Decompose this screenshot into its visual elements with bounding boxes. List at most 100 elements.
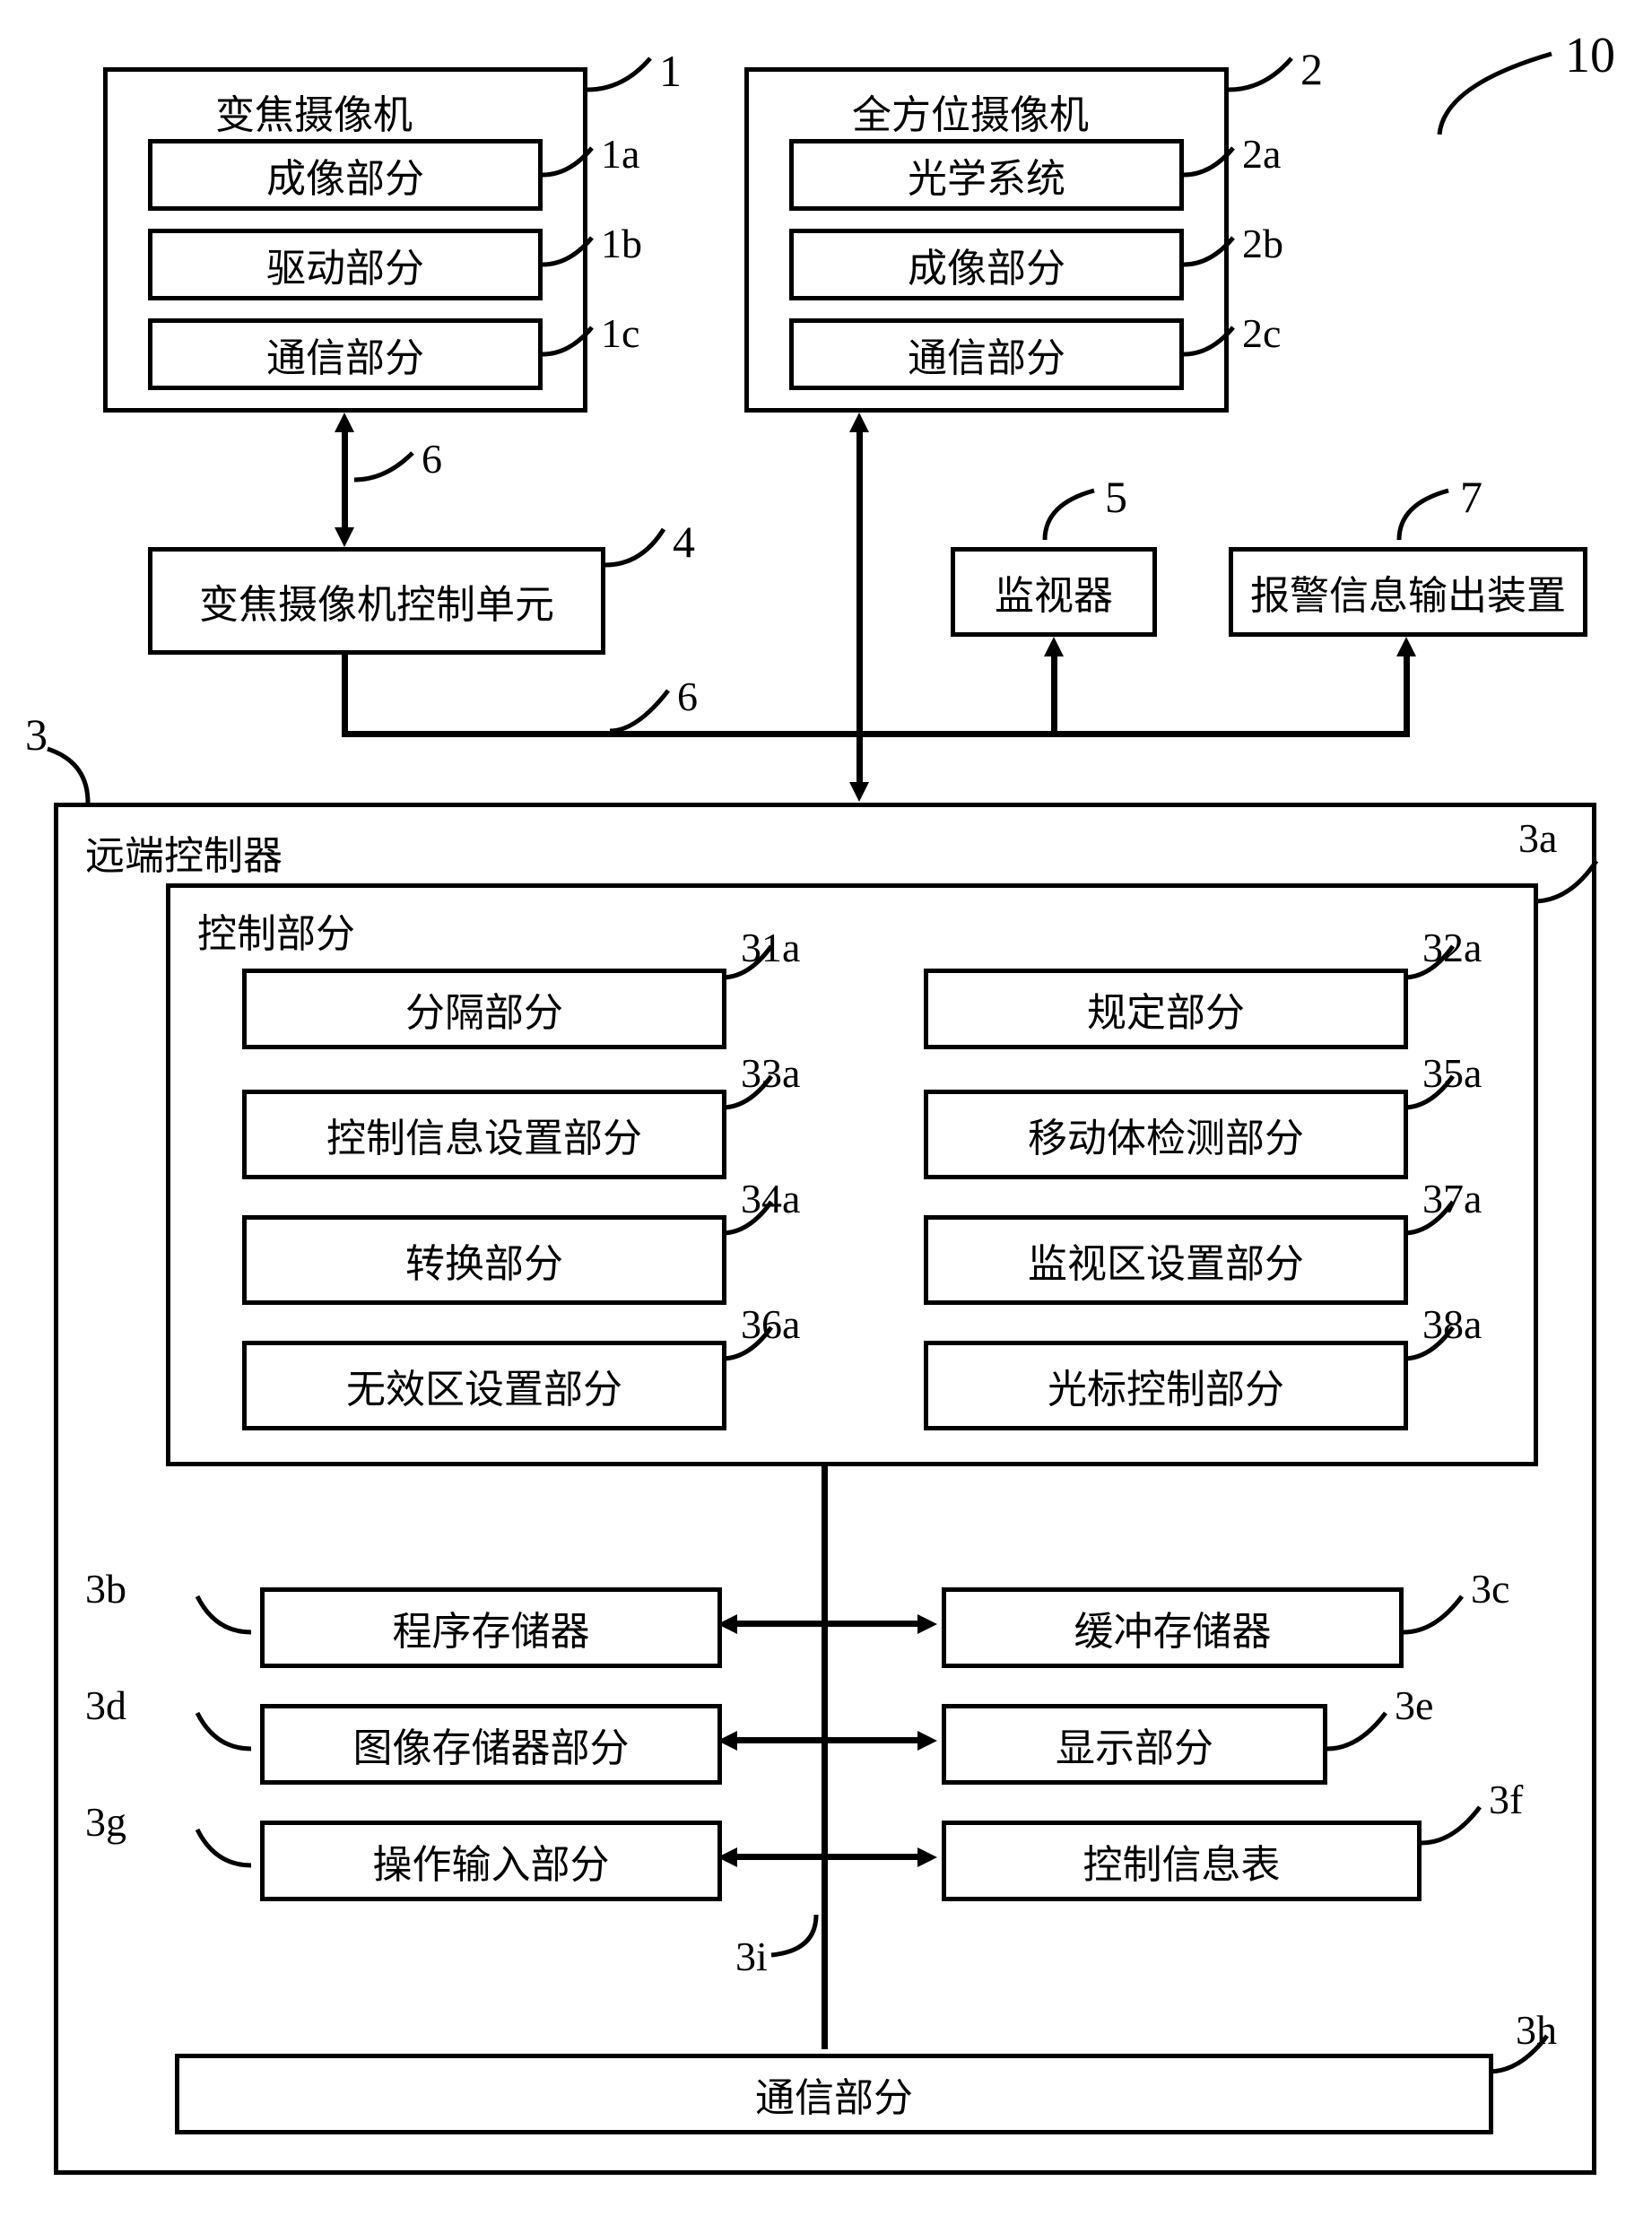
conn-2-bus — [856, 432, 863, 782]
label-6b: 6 — [677, 673, 698, 720]
ah-3b — [717, 1614, 737, 1634]
box-33a: 控制信息设置部分 — [242, 1090, 726, 1179]
ah-3f — [917, 1847, 937, 1867]
label-3h: 3h — [1516, 2006, 1557, 2054]
leader-3 — [43, 744, 97, 807]
camera2-title: 全方位摄像机 — [852, 83, 1089, 140]
ah-3c — [917, 1614, 937, 1634]
label-1c: 1c — [601, 309, 639, 357]
label-2: 2 — [1300, 43, 1323, 95]
unit4-box: 变焦摄像机控制单元 — [148, 547, 605, 655]
ah-3g — [717, 1847, 737, 1867]
leader-1 — [587, 54, 659, 108]
leader-5 — [1040, 486, 1099, 544]
conn-3d-3e — [737, 1737, 917, 1743]
conn-4-elbow-h — [342, 731, 859, 737]
ah-2-bus-down — [849, 782, 869, 802]
ah-7-bus-up — [1396, 637, 1416, 656]
leader-3a — [1534, 856, 1601, 910]
label-35a: 35a — [1422, 1049, 1482, 1097]
box-3h: 通信部分 — [175, 2054, 1493, 2134]
label-37a: 37a — [1422, 1175, 1482, 1222]
label-34a: 34a — [741, 1175, 800, 1222]
box-3d: 图像存储器部分 — [260, 1704, 722, 1785]
leader-2c — [1184, 323, 1238, 368]
label-3f: 3f — [1489, 1776, 1523, 1823]
conn-4-elbow-v — [342, 655, 348, 735]
box-32a: 规定部分 — [924, 969, 1408, 1049]
leader-4 — [605, 525, 668, 578]
leader-1a — [543, 143, 596, 188]
camera2-c: 通信部分 — [789, 318, 1184, 390]
leader-3i — [767, 1910, 821, 1960]
leader-3e — [1327, 1708, 1390, 1758]
label-1b: 1b — [601, 220, 642, 267]
ah-5-bus-up — [1044, 637, 1064, 656]
label-1: 1 — [659, 45, 682, 97]
label-3a: 3a — [1518, 814, 1557, 862]
box-35a: 移动体检测部分 — [924, 1090, 1408, 1179]
conn-7-bus — [1404, 656, 1410, 735]
leader-3f — [1422, 1803, 1484, 1852]
label-31a: 31a — [741, 924, 800, 971]
leader-6a — [354, 448, 417, 493]
leader-2 — [1229, 54, 1300, 108]
label-7: 7 — [1460, 471, 1482, 523]
conn-3b-3c — [737, 1621, 917, 1627]
diagram-canvas: 10 变焦摄像机 成像部分 驱动部分 通信部分 1 1a 1b 1c 全方位摄像… — [0, 0, 1652, 2225]
leader-2a — [1184, 143, 1238, 188]
leader-3b — [193, 1592, 256, 1641]
box-31a: 分隔部分 — [242, 969, 726, 1049]
label-4: 4 — [673, 516, 695, 568]
label-3c: 3c — [1471, 1565, 1509, 1612]
box-3c: 缓冲存储器 — [942, 1587, 1404, 1668]
control-title: 控制部分 — [197, 901, 355, 959]
alarm-box: 报警信息输出装置 — [1229, 547, 1587, 637]
camera2-b: 成像部分 — [789, 229, 1184, 300]
ah-3d — [717, 1731, 737, 1751]
camera1-box: 变焦摄像机 成像部分 驱动部分 通信部分 — [103, 67, 587, 413]
label-2c: 2c — [1242, 309, 1281, 357]
label-2b: 2b — [1242, 220, 1283, 267]
box-3g: 操作输入部分 — [260, 1821, 722, 1901]
box-37a: 监视区设置部分 — [924, 1215, 1408, 1305]
label-3b: 3b — [85, 1565, 126, 1612]
label-1a: 1a — [601, 130, 639, 178]
camera2-box: 全方位摄像机 光学系统 成像部分 通信部分 — [744, 67, 1229, 413]
ah-1-4-down — [335, 527, 354, 547]
camera1-a: 成像部分 — [148, 139, 543, 211]
label-2a: 2a — [1242, 130, 1281, 178]
leader-7 — [1395, 486, 1453, 544]
label-6a: 6 — [422, 435, 442, 482]
leader-2b — [1184, 233, 1238, 278]
leader-10 — [1435, 49, 1561, 139]
leader-1b — [543, 233, 596, 278]
label-3: 3 — [25, 708, 48, 760]
conn-3g-3f — [737, 1854, 917, 1860]
camera2-a: 光学系统 — [789, 139, 1184, 211]
leader-6b — [610, 686, 673, 735]
camera1-b: 驱动部分 — [148, 229, 543, 300]
ah-1-4-up — [335, 413, 354, 432]
label-5: 5 — [1105, 471, 1127, 523]
remote-title: 远端控制器 — [85, 823, 283, 881]
bus-3i-v — [822, 1466, 828, 2049]
leader-3c — [1404, 1592, 1466, 1641]
control-box: 控制部分 分隔部分 规定部分 控制信息设置部分 移动体检测部分 转换部分 监视区… — [166, 883, 1538, 1466]
label-3e: 3e — [1395, 1682, 1433, 1729]
ah-2-bus-up — [849, 413, 869, 432]
label-3d: 3d — [85, 1682, 126, 1729]
label-10: 10 — [1565, 27, 1615, 84]
camera1-c: 通信部分 — [148, 318, 543, 390]
label-36a: 36a — [741, 1300, 800, 1348]
conn-1-4 — [342, 432, 348, 527]
monitor-box: 监视器 — [951, 547, 1157, 637]
ah-3e — [917, 1731, 937, 1751]
box-38a: 光标控制部分 — [924, 1341, 1408, 1430]
box-34a: 转换部分 — [242, 1215, 726, 1305]
box-36a: 无效区设置部分 — [242, 1341, 726, 1430]
leader-3d — [193, 1708, 256, 1758]
label-38a: 38a — [1422, 1300, 1482, 1348]
label-33a: 33a — [741, 1049, 800, 1097]
box-3e: 显示部分 — [942, 1704, 1327, 1785]
